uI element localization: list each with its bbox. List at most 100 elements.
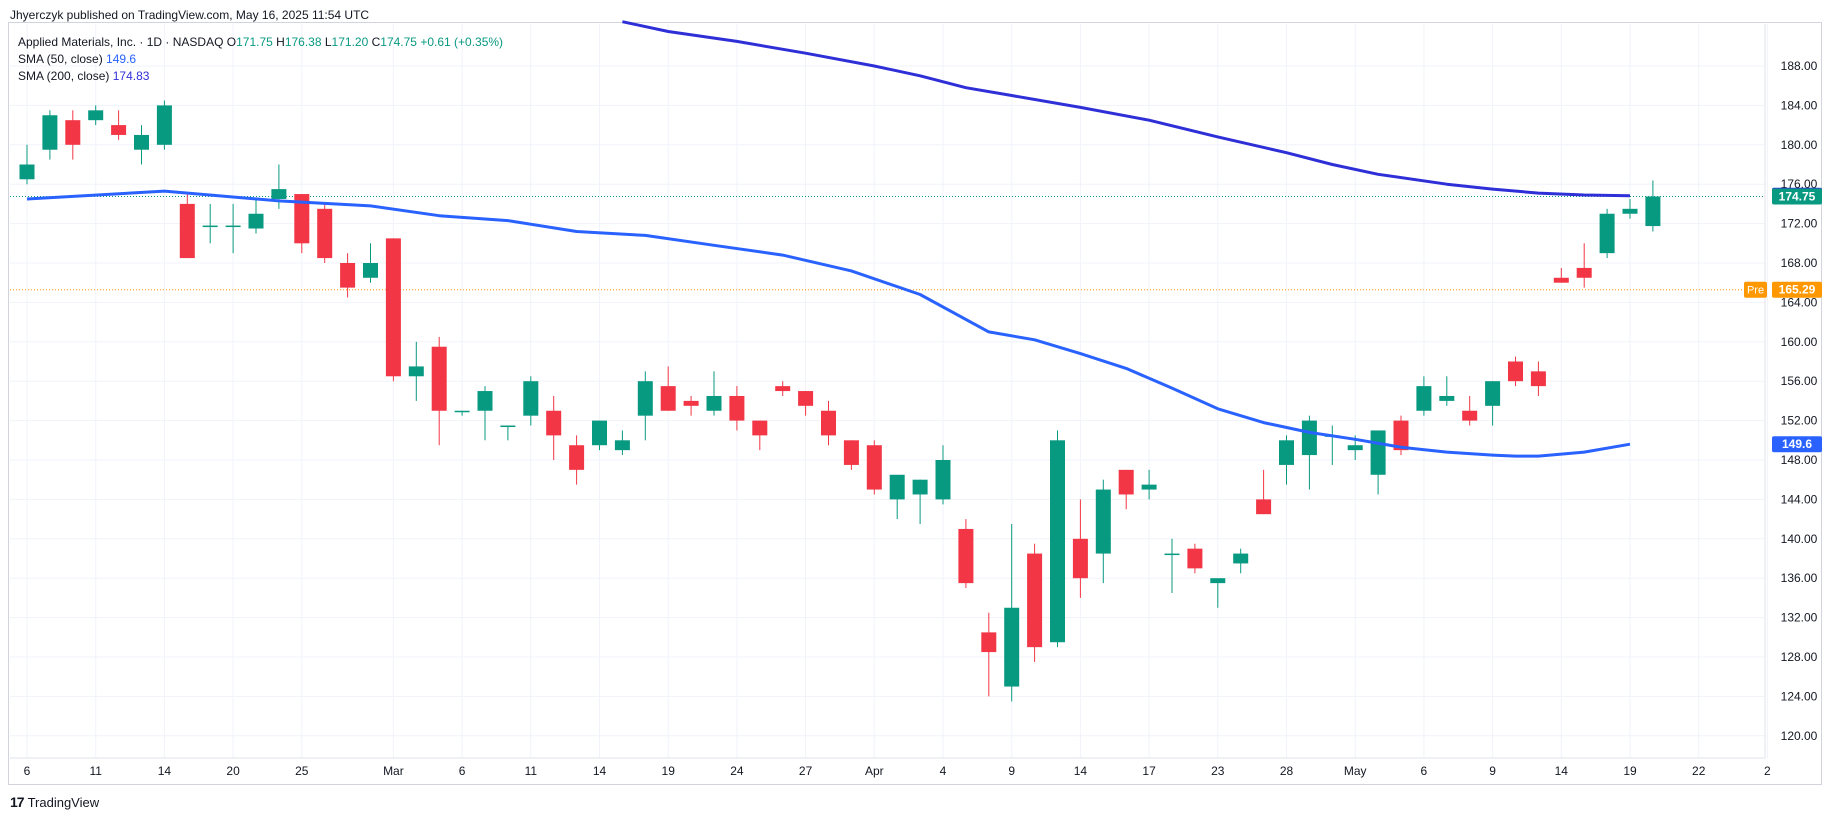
candle — [134, 125, 149, 165]
candle-body — [111, 125, 127, 135]
price-tick-label: 184.00 — [1781, 98, 1818, 112]
sma200-path — [622, 20, 1631, 198]
chart-frame — [8, 22, 1822, 785]
price-tick-label: 160.00 — [1781, 335, 1818, 349]
candle-body — [179, 203, 195, 259]
candle-body — [1508, 361, 1523, 382]
low-label: L — [324, 35, 332, 49]
candle-body — [958, 528, 974, 584]
sma50-label: SMA (50, close) — [18, 52, 103, 66]
sma50-line — [26, 189, 1631, 458]
candle-body — [1301, 420, 1317, 456]
price-tick-label: 148.00 — [1781, 453, 1818, 467]
time-tick-label: 6 — [1421, 764, 1428, 778]
open-label: O — [226, 35, 237, 49]
candle — [1485, 381, 1501, 426]
candle-body — [1187, 548, 1203, 569]
candle — [454, 410, 470, 416]
time-tick-label: May — [1344, 764, 1367, 778]
candle-body — [271, 189, 287, 199]
candle — [431, 336, 447, 446]
high-value: 176.38 — [284, 35, 322, 49]
candle-body — [1164, 553, 1180, 556]
candle-body — [1416, 386, 1432, 411]
candle — [500, 425, 516, 441]
ohlc-row: Applied Materials, Inc. · 1D · NASDAQ O1… — [18, 34, 503, 51]
candle — [683, 395, 699, 416]
price-tick-label: 188.00 — [1781, 59, 1818, 73]
candle-body — [317, 208, 333, 259]
candle — [156, 100, 172, 150]
candle-body — [1095, 489, 1111, 554]
sma200-legend-row[interactable]: SMA (200, close) 174.83 — [18, 68, 503, 85]
candle — [1233, 548, 1249, 574]
publisher-line: Jhyerczyk published on TradingView.com, … — [10, 8, 370, 22]
candle-body — [843, 440, 859, 465]
candle-body — [569, 445, 585, 470]
last-price-tag-box — [1772, 188, 1822, 205]
candle — [866, 440, 882, 495]
time-tick-label: 14 — [158, 764, 172, 778]
time-tick-label: 28 — [1280, 764, 1294, 778]
candle-body — [225, 225, 241, 228]
candle — [729, 386, 745, 431]
candle — [912, 479, 928, 525]
candle — [385, 238, 401, 382]
price-tick-label: 128.00 — [1781, 650, 1818, 664]
sma50-legend-row[interactable]: SMA (50, close) 149.6 — [18, 51, 503, 68]
symbol-label[interactable]: Applied Materials, Inc. · 1D · NASDAQ — [18, 35, 224, 49]
candle — [340, 253, 356, 298]
time-tick-label: 24 — [730, 764, 744, 778]
candle-body — [935, 460, 951, 500]
pre-market-price-tag: Pre 165.29 — [1744, 281, 1822, 298]
price-tick-label: 180.00 — [1781, 138, 1818, 152]
candle — [317, 203, 333, 263]
candle — [1622, 198, 1638, 219]
tradingview-logo-icon: 17 — [10, 794, 25, 810]
candle-body — [477, 391, 493, 411]
price-tick-label: 172.00 — [1781, 217, 1818, 231]
time-tick-label: 20 — [226, 764, 240, 778]
tradingview-brand[interactable]: 17 TradingView — [10, 794, 99, 810]
last-price-tag: 174.75 — [1772, 188, 1822, 205]
open-value: 171.75 — [236, 35, 273, 49]
time-tick-label: 27 — [799, 764, 813, 778]
candle — [1324, 425, 1340, 465]
candle — [202, 203, 218, 244]
pre-market-price-tag-box — [1772, 281, 1822, 298]
candle-body — [1233, 553, 1249, 564]
candle — [1210, 578, 1226, 608]
candle — [1027, 543, 1043, 662]
candle — [1553, 267, 1569, 283]
candle-body — [1118, 469, 1134, 495]
candle — [1050, 430, 1065, 648]
candle — [1530, 361, 1546, 396]
candle-body — [19, 164, 35, 180]
candle — [752, 420, 768, 451]
candle-body — [1256, 499, 1272, 515]
candle-body — [431, 346, 447, 411]
candle-body — [202, 225, 218, 228]
candle-body — [1004, 607, 1020, 687]
candle-body — [1645, 196, 1661, 227]
candle-body — [294, 194, 310, 244]
candle-body — [408, 366, 424, 377]
candle-body — [729, 395, 745, 421]
sma50-path — [26, 189, 1631, 458]
candle — [1004, 524, 1020, 702]
sma50-price-tag: 149.6 — [1772, 436, 1822, 453]
candles — [19, 100, 1661, 702]
pre-market-price-tag-text: 165.29 — [1779, 283, 1816, 297]
candle-body — [866, 445, 882, 490]
candle-body — [500, 425, 516, 428]
time-tick-label: 23 — [1211, 764, 1225, 778]
candle-body — [248, 213, 264, 229]
candle — [1095, 479, 1111, 584]
candle-body — [454, 410, 470, 413]
candle-body — [592, 420, 607, 446]
candle — [798, 391, 814, 416]
candle-body — [660, 386, 676, 411]
candle — [65, 110, 81, 160]
candle-body — [88, 110, 104, 121]
